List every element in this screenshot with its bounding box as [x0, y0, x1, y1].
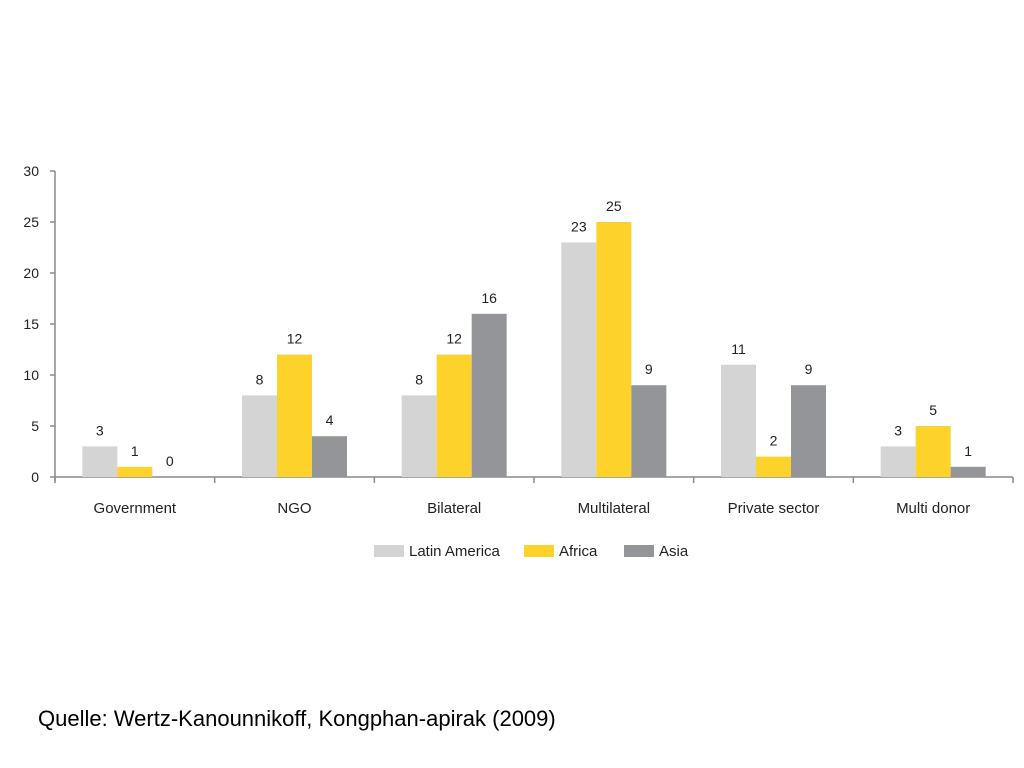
bar	[721, 364, 756, 477]
legend-swatch	[524, 545, 554, 557]
data-label: 12	[446, 331, 462, 347]
bar	[915, 426, 951, 477]
bar	[471, 313, 507, 477]
legend-label: Asia	[659, 543, 689, 560]
data-label: 9	[805, 361, 813, 377]
data-label: 11	[731, 341, 746, 357]
bar	[950, 466, 986, 477]
category-label: Government	[94, 500, 177, 517]
data-label: 1	[964, 443, 972, 459]
bar	[436, 354, 472, 477]
bar	[242, 395, 277, 477]
bar	[82, 446, 118, 477]
category-label: NGO	[277, 500, 311, 517]
data-label: 16	[481, 290, 497, 306]
data-label: 4	[326, 412, 334, 428]
data-label: 8	[415, 371, 423, 387]
data-label: 25	[606, 198, 622, 214]
data-label: 3	[96, 422, 104, 438]
y-tick-label: 5	[31, 418, 39, 434]
y-tick-label: 20	[23, 265, 39, 281]
legend: Latin America Africa Asia	[374, 543, 689, 560]
y-tick-label: 30	[23, 163, 39, 179]
data-label: 23	[571, 218, 587, 234]
y-tick-label: 10	[23, 367, 39, 383]
legend-label: Latin America	[409, 543, 501, 560]
category-label: Multi donor	[896, 500, 970, 517]
category-label: Private sector	[728, 500, 820, 517]
bar	[401, 395, 437, 477]
legend-swatch	[624, 545, 654, 557]
data-label: 9	[645, 361, 653, 377]
data-label: 5	[929, 402, 937, 418]
bar	[631, 385, 667, 477]
y-tick-label: 25	[23, 214, 39, 230]
bar	[791, 385, 826, 477]
source-caption: Quelle: Wertz-Kanounnikoff, Kongphan-api…	[38, 706, 556, 731]
data-label: 2	[770, 433, 778, 449]
bar	[117, 466, 153, 477]
data-label: 3	[894, 422, 902, 438]
legend-swatch	[374, 545, 404, 557]
data-label: 1	[131, 443, 139, 459]
data-label: 0	[166, 453, 174, 469]
x-axis: Government NGO Bilateral Multilateral Privat…	[54, 476, 1014, 517]
data-labels: 3 1 0 8 12 4 8 12 16 23 25 9 11 2 9 3 5 1	[96, 198, 972, 469]
bars	[82, 222, 986, 477]
bar	[880, 446, 916, 477]
category-label: Multilateral	[578, 500, 651, 517]
y-tick-label: 0	[31, 469, 39, 485]
legend-label: Africa	[559, 543, 598, 560]
bar	[756, 456, 791, 477]
y-axis: 0 5 10 15 20 25 30	[23, 163, 56, 485]
y-tick-label: 15	[23, 316, 39, 332]
data-label: 8	[256, 371, 264, 387]
bar	[312, 436, 347, 477]
bar	[596, 222, 632, 477]
bar	[561, 242, 597, 477]
category-label: Bilateral	[427, 500, 481, 517]
bar	[277, 354, 312, 477]
data-label: 12	[287, 331, 303, 347]
